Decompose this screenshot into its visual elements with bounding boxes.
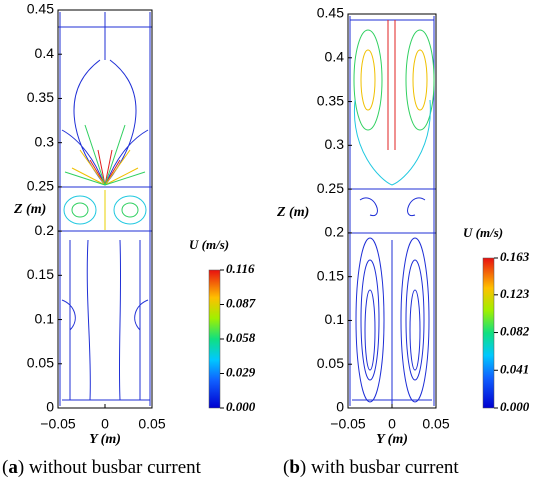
y-axis-label: Z (m) xyxy=(276,205,309,220)
y-tick-label: 0.1 xyxy=(35,310,55,326)
caption: (a) without busbar current xyxy=(2,457,202,478)
colorbar-tick-label: 0.000 xyxy=(226,399,256,414)
y-tick-label: 0.3 xyxy=(325,136,345,152)
y-tick-label: 0.05 xyxy=(317,355,344,371)
y-tick-label: 0.05 xyxy=(27,354,54,370)
colorbar-tick-label: 0.082 xyxy=(500,324,530,339)
y-tick-label: 0.15 xyxy=(317,267,344,283)
colorbar-tick-label: 0.087 xyxy=(226,295,256,310)
colorbar-tick-label: 0.116 xyxy=(226,261,255,276)
colorbar-tick-label: 0.029 xyxy=(226,364,256,379)
y-axis-label: Z (m) xyxy=(13,202,46,217)
colorbar-label: U (m/s) xyxy=(463,225,503,240)
y-tick-label: 0.15 xyxy=(27,266,54,282)
streamlines-a xyxy=(58,12,152,406)
caption-part: b xyxy=(289,457,300,478)
y-tick-label: 0 xyxy=(336,399,344,415)
y-tick-label: 0.35 xyxy=(27,89,54,105)
colorbar xyxy=(482,257,495,409)
y-tick-label: 0.25 xyxy=(317,180,344,196)
colorbar-tick-label: 0.000 xyxy=(500,399,530,414)
x-axis-label: Y (m) xyxy=(376,432,408,447)
y-tick-label: 0.1 xyxy=(325,311,345,327)
y-tick-label: 0.2 xyxy=(35,222,55,238)
x-tick-label: 0.05 xyxy=(138,416,165,432)
caption-part: ( xyxy=(283,457,289,478)
streamlines-b xyxy=(348,16,436,406)
y-tick-label: 0.45 xyxy=(27,1,54,17)
caption: (b) with busbar current xyxy=(283,457,459,478)
y-tick-label: 0.25 xyxy=(27,178,54,194)
y-tick-label: 0.45 xyxy=(317,5,344,21)
x-tick-label: −0.05 xyxy=(330,416,366,432)
caption-part: ( xyxy=(2,457,8,478)
y-tick-label: 0.4 xyxy=(325,48,345,64)
colorbar-tick-label: 0.123 xyxy=(500,286,530,301)
caption-part: ) with busbar current xyxy=(300,457,460,478)
y-tick-label: 0.4 xyxy=(35,45,55,61)
colorbar-tick-label: 0.163 xyxy=(500,249,530,264)
x-tick-label: 0 xyxy=(101,416,109,432)
x-axis-label: Y (m) xyxy=(89,432,121,447)
x-tick-label: 0.05 xyxy=(422,416,449,432)
colorbar xyxy=(208,269,221,409)
y-tick-label: 0.2 xyxy=(325,224,345,240)
y-tick-label: 0.35 xyxy=(317,92,344,108)
x-tick-label: −0.05 xyxy=(40,416,76,432)
caption-part: ) without busbar current xyxy=(18,457,202,478)
colorbar-tick-label: 0.058 xyxy=(226,330,256,345)
y-tick-label: 0 xyxy=(46,399,54,415)
colorbar-label: U (m/s) xyxy=(189,237,229,252)
x-tick-label: 0 xyxy=(388,416,396,432)
colorbar-tick-label: 0.041 xyxy=(500,361,529,376)
y-tick-label: 0.3 xyxy=(35,133,55,149)
caption-part: a xyxy=(8,457,18,478)
